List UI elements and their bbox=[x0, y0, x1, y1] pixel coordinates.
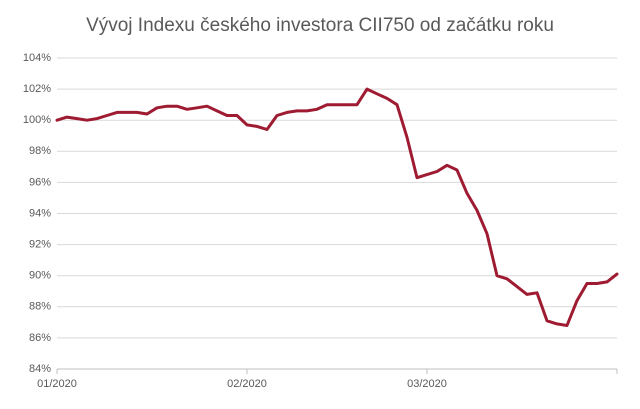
y-tick-label: 94% bbox=[29, 207, 51, 219]
x-tick-label: 03/2020 bbox=[407, 378, 447, 390]
y-tick-label: 104% bbox=[23, 52, 51, 64]
y-tick-label: 84% bbox=[29, 363, 51, 375]
y-tick-label: 96% bbox=[29, 176, 51, 188]
y-tick-label: 86% bbox=[29, 332, 51, 344]
chart-title: Vývoj Indexu českého investora CII750 od… bbox=[86, 15, 554, 36]
x-tick-label: 02/2020 bbox=[227, 378, 267, 390]
y-tick-label: 100% bbox=[23, 114, 51, 126]
data-line bbox=[55, 87, 619, 327]
y-tick-label: 102% bbox=[23, 83, 51, 95]
y-tick-label: 98% bbox=[29, 145, 51, 157]
y-tick-label: 88% bbox=[29, 301, 51, 313]
y-tick-label: 90% bbox=[29, 270, 51, 282]
x-tick-label: 01/2020 bbox=[37, 378, 77, 390]
y-tick-label: 92% bbox=[29, 239, 51, 251]
